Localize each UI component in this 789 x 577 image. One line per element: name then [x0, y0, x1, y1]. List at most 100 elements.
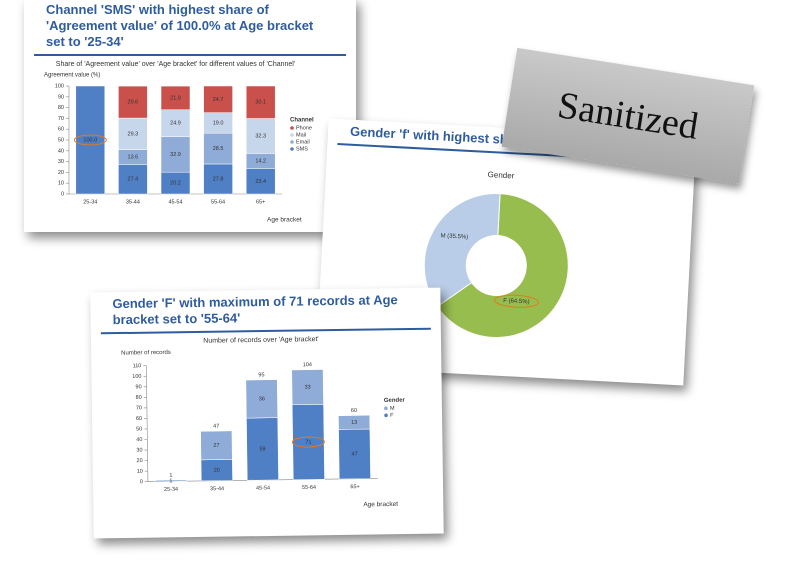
- bar-segment: [245, 168, 276, 195]
- total-label: 1: [169, 473, 172, 479]
- legend-label: Phone: [296, 125, 312, 131]
- data-label: 21.9: [170, 95, 181, 101]
- x-axis-label: Age bracket: [363, 501, 398, 508]
- legend-label: Email: [296, 139, 310, 145]
- legend-label: F: [390, 413, 394, 419]
- total-label: 47: [213, 424, 219, 430]
- data-label: 100.0: [83, 137, 97, 143]
- y-tick-label: 20: [58, 170, 64, 176]
- y-tick-label: 0: [140, 479, 143, 485]
- data-label: 27.4: [128, 177, 139, 183]
- donut-slice: [436, 193, 569, 339]
- data-label: 30.1: [255, 100, 266, 106]
- x-tick-label: 45-54: [168, 199, 182, 205]
- chart-card: Gender 'F' with maximum of 71 records at…: [90, 287, 444, 539]
- data-label: 20: [214, 468, 220, 474]
- legend-marker: [290, 147, 294, 151]
- bar-segment: [203, 85, 233, 113]
- chart-card: Gender 'f' with highest share of records…: [315, 118, 697, 386]
- subtitle: Number of records over 'Age bracket': [203, 336, 319, 345]
- legend-label: M: [390, 406, 395, 412]
- bar-segment: [118, 164, 148, 195]
- x-tick-label: 65+: [350, 484, 359, 490]
- data-label: 27.8: [213, 176, 224, 182]
- x-tick-label: 35-44: [126, 199, 140, 205]
- chart: Gender F (64.5%) M (35.5%): [423, 170, 569, 339]
- y-tick-label: 100: [55, 83, 64, 89]
- bar-segment: [245, 85, 276, 119]
- x-tick-label: 55-64: [302, 485, 316, 491]
- y-tick-label: 30: [58, 159, 64, 165]
- y-tick-label: 50: [58, 137, 64, 143]
- y-axis: [146, 365, 149, 482]
- y-axis-label: Number of records: [121, 350, 171, 357]
- data-label: 24.9: [170, 121, 181, 127]
- card-title: Gender 'F' with maximum of 71 records at…: [100, 287, 431, 335]
- data-label: 24.7: [213, 97, 224, 103]
- data-label: 14.2: [255, 159, 266, 165]
- y-tick-label: 20: [136, 458, 142, 464]
- y-tick-label: 10: [137, 469, 143, 475]
- highlight-ring: [73, 134, 107, 146]
- y-axis-label: Agreement value (%): [44, 73, 100, 79]
- data-label: 23.4: [255, 179, 266, 185]
- bar-segment: [155, 479, 187, 482]
- highlight-ring: [291, 436, 325, 448]
- y-tick-label: 100: [132, 374, 141, 380]
- legend-marker: [290, 133, 294, 137]
- chart: Share of 'Agreement value' over 'Age bra…: [44, 61, 314, 224]
- data-label: 20.2: [170, 181, 181, 187]
- chart-card: Channel 'SMS' with highest share of 'Agr…: [24, 0, 356, 232]
- slice-label: F (64.5%): [503, 298, 530, 305]
- card-title: Channel 'SMS' with highest share of 'Agr…: [34, 0, 346, 56]
- data-label: 32.3: [255, 133, 266, 139]
- data-label: 19.0: [213, 120, 224, 126]
- legend-title: Gender: [384, 398, 406, 404]
- donut-slice: [423, 193, 501, 308]
- data-label: 47: [351, 451, 357, 457]
- total-label: 60: [351, 408, 357, 414]
- legend-title: Channel: [290, 118, 314, 124]
- bar-segment: [200, 430, 233, 461]
- y-tick-label: 0: [61, 191, 64, 197]
- y-tick-label: 50: [136, 426, 142, 432]
- y-tick-label: 40: [136, 437, 142, 443]
- y-tick-label: 70: [136, 405, 142, 411]
- data-label: 28.5: [213, 146, 224, 152]
- legend-label: Mail: [296, 132, 306, 138]
- y-tick-label: 110: [133, 363, 142, 369]
- x-tick-label: 25-34: [83, 199, 97, 205]
- total-label: 104: [303, 362, 312, 368]
- data-label: 27: [213, 443, 219, 449]
- bar-segment: [338, 415, 371, 430]
- y-tick-label: 60: [58, 127, 64, 133]
- subtitle: Gender: [487, 170, 514, 180]
- x-tick-label: 35-44: [210, 486, 224, 492]
- bar-segment: [75, 85, 106, 195]
- data-label: 29.6: [128, 100, 139, 106]
- data-label: 32.9: [170, 152, 181, 158]
- bar-segment: [160, 136, 191, 173]
- x-tick-label: 55-64: [211, 199, 225, 205]
- bar-segment: [291, 369, 324, 406]
- legend-marker: [384, 406, 388, 411]
- legend-marker: [384, 413, 388, 418]
- data-label: 36: [259, 396, 265, 402]
- data-label: 1: [169, 478, 172, 484]
- bar-segment: [245, 379, 278, 419]
- y-tick-label: 10: [58, 181, 64, 187]
- x-tick-label: 65+: [256, 199, 265, 205]
- bar-segment: [118, 85, 148, 119]
- x-axis-label: Age bracket: [267, 217, 302, 224]
- y-tick-label: 80: [58, 105, 64, 111]
- y-tick-label: 40: [58, 148, 64, 154]
- y-tick-label: 30: [136, 448, 142, 454]
- y-tick-label: 80: [136, 395, 142, 401]
- data-label: 59: [259, 446, 265, 452]
- bar-segment: [203, 163, 233, 195]
- y-tick-label: 70: [58, 116, 64, 122]
- chart: Number of records over 'Age bracket' Numb…: [121, 336, 406, 508]
- bar-segment: [245, 118, 276, 154]
- legend-marker: [290, 126, 294, 130]
